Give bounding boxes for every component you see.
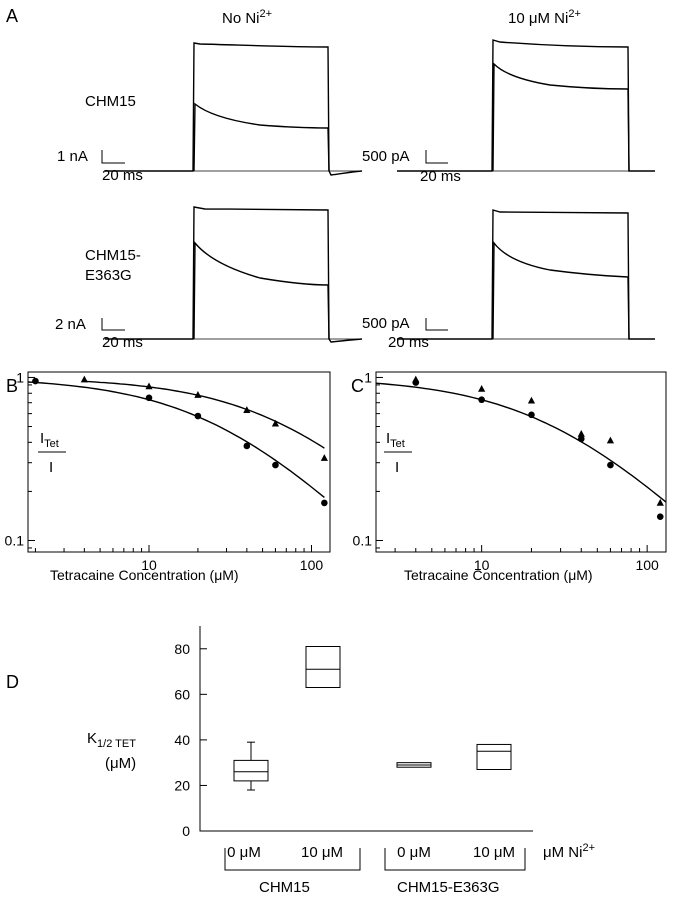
category-label: 10 μM xyxy=(473,844,515,861)
scale-current-label: 500 pA xyxy=(362,148,410,165)
y-tick-label: 60 xyxy=(174,686,190,702)
column-title-10um-ni: 10 μM Ni2+ xyxy=(508,8,581,27)
panel-label-a: A xyxy=(6,6,18,26)
chart-b: 10 100 1 0.1 ITet I Tetracaine Concentratio… xyxy=(5,369,331,583)
chart-d-ylabel-unit: (μM) xyxy=(105,755,136,772)
data-point-triangle xyxy=(194,391,202,398)
data-point-circle xyxy=(656,513,664,520)
fit-curve-triangle xyxy=(84,380,325,449)
x-tick-label: 10 xyxy=(141,557,157,573)
data-point-circle xyxy=(194,412,202,420)
chart-c-xlabel: Tetracaine Concentration (μM) xyxy=(404,567,593,583)
row-label-e363g-line1: CHM15- xyxy=(85,247,141,264)
y-tick-label: 0 xyxy=(182,823,190,839)
scale-time-label: 20 ms xyxy=(388,334,429,351)
y-tick-label: 20 xyxy=(174,777,190,793)
x-tick-label: 100 xyxy=(635,557,659,573)
chart-d-ylabel: K1/2 TET xyxy=(87,730,136,750)
scale-bar-r2-right: 500 pA 20 ms xyxy=(362,315,448,351)
scale-bar-r1-left: 1 nA 20 ms xyxy=(57,148,143,184)
category-label: 10 μM xyxy=(301,844,343,861)
data-point-circle xyxy=(145,394,153,402)
data-point-circle xyxy=(577,435,585,443)
y-tick-label: 40 xyxy=(174,732,190,748)
box-iqr xyxy=(476,743,512,771)
box-3 xyxy=(476,743,512,771)
data-point-triangle xyxy=(320,454,328,461)
trace-e363g-10um-ni xyxy=(397,209,655,340)
data-point-circle xyxy=(607,461,614,469)
ylabel-denominator: I xyxy=(395,459,399,476)
box-0 xyxy=(233,741,269,791)
chart-d-axes xyxy=(199,626,533,832)
data-point-circle xyxy=(528,411,535,419)
y-tick-label: 0.1 xyxy=(353,532,373,548)
y-tick-label: 1 xyxy=(16,369,24,385)
data-point-circle xyxy=(272,461,279,469)
chart-c-frame xyxy=(375,371,667,553)
y-tick-label: 80 xyxy=(174,641,190,657)
ylabel-numerator: ITet xyxy=(40,430,59,450)
panel-label-c: C xyxy=(351,376,364,396)
ylabel-denominator: I xyxy=(49,459,53,476)
row-label-chm15: CHM15 xyxy=(85,93,136,110)
box-iqr xyxy=(305,646,341,688)
scale-bar-r1-right: 500 pA 20 ms xyxy=(362,148,461,185)
category-label: 0 μM xyxy=(397,844,431,861)
data-point-circle xyxy=(321,499,328,507)
data-point-triangle xyxy=(577,429,585,437)
x-tick-label: 100 xyxy=(300,557,324,573)
group-bracket-chm15 xyxy=(224,848,361,871)
data-point-circle xyxy=(243,442,251,450)
scale-time-label: 20 ms xyxy=(102,334,143,351)
group-label-e363g: CHM15-E363G xyxy=(397,879,500,896)
category-label: 0 μM xyxy=(227,844,261,861)
data-point-triangle xyxy=(80,375,88,383)
scale-bar-r2-left: 2 nA 20 ms xyxy=(55,316,143,351)
chart-b-frame xyxy=(27,371,331,553)
data-point-circle xyxy=(412,379,420,386)
chart-b-xlabel: Tetracaine Concentration (μM) xyxy=(50,567,239,583)
trace-chm15-10um-ni xyxy=(397,39,655,172)
data-point-triangle xyxy=(606,436,615,444)
box-1 xyxy=(305,646,341,688)
data-point-triangle xyxy=(656,498,664,506)
scale-current-label: 500 pA xyxy=(362,315,410,332)
scale-time-label: 20 ms xyxy=(102,167,143,184)
y-tick-label: 0.1 xyxy=(5,532,25,548)
scale-time-label: 20 ms xyxy=(420,168,461,185)
fit-curve-circle xyxy=(27,381,325,498)
panel-label-b: B xyxy=(6,376,18,396)
data-point-circle xyxy=(478,396,485,404)
box-iqr xyxy=(233,759,269,782)
row-label-e363g-line2: E363G xyxy=(85,267,132,284)
scale-current-label: 2 nA xyxy=(55,316,86,333)
data-point-circle xyxy=(32,377,39,385)
fit-curve xyxy=(375,382,667,503)
chart-d: 0 20 40 60 80 0 μM 10 μM 0 μM 10 μM K1/2 TET (μ… xyxy=(87,626,595,896)
group-bracket-e363g xyxy=(384,848,526,871)
chart-c: 10 100 1 0.1 ITet I Tetracaine Concentratio… xyxy=(353,369,667,583)
x-tick-label: 10 xyxy=(474,557,490,573)
trace-e363g-no-ni xyxy=(105,206,363,343)
panel-label-d: D xyxy=(6,672,19,692)
data-point-triangle xyxy=(271,419,280,427)
y-tick-label: 1 xyxy=(364,369,372,385)
scale-current-label: 1 nA xyxy=(57,148,88,165)
group-label-chm15: CHM15 xyxy=(259,879,310,896)
column-title-no-ni: No Ni2+ xyxy=(222,8,272,27)
chart-d-x-unit: μM Ni2+ xyxy=(543,842,595,861)
data-point-triangle xyxy=(243,406,251,413)
data-point-triangle xyxy=(145,382,153,390)
data-point-triangle xyxy=(527,396,536,404)
data-point-triangle xyxy=(478,384,486,392)
trace-chm15-no-ni xyxy=(105,42,363,176)
ylabel-numerator: ITet xyxy=(386,430,405,450)
box-2 xyxy=(396,762,432,768)
